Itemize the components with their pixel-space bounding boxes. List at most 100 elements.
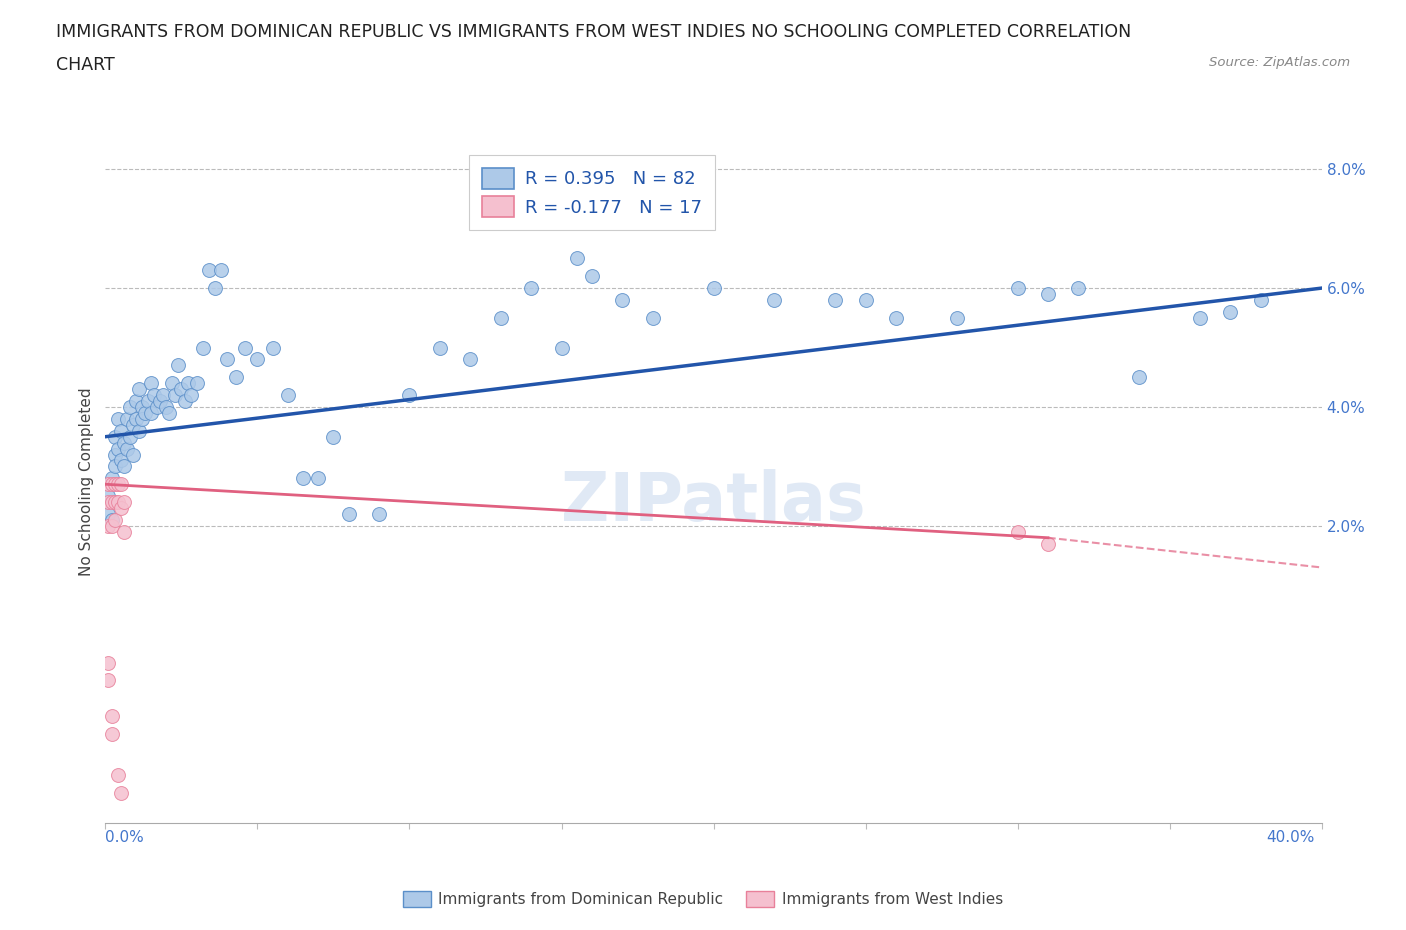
Point: [100, 726, 122, 741]
Point: [107, 495, 129, 510]
Point: [307, 471, 329, 485]
Point: [1067, 281, 1090, 296]
Point: [945, 311, 967, 325]
Point: [110, 423, 132, 438]
Point: [136, 393, 159, 408]
Point: [121, 447, 143, 462]
Point: [489, 311, 512, 325]
Point: [246, 352, 269, 366]
Point: [131, 400, 153, 415]
Point: [884, 311, 907, 325]
Point: [262, 340, 284, 355]
Point: [565, 251, 588, 266]
Point: [128, 423, 150, 438]
Point: [176, 376, 198, 391]
Point: [1036, 537, 1059, 551]
Point: [100, 709, 122, 724]
Point: [581, 269, 603, 284]
Point: [1036, 286, 1059, 301]
Point: [112, 495, 135, 510]
Point: [110, 786, 132, 801]
Point: [505, 215, 527, 230]
Point: [550, 340, 572, 355]
Point: [115, 411, 138, 426]
Point: [97, 507, 120, 522]
Point: [134, 405, 156, 420]
Point: [103, 477, 125, 492]
Point: [118, 400, 141, 415]
Point: [103, 447, 125, 462]
Text: ZIPatlas: ZIPatlas: [561, 469, 866, 535]
Point: [97, 495, 120, 510]
Point: [165, 388, 187, 403]
Point: [398, 388, 420, 403]
Point: [824, 293, 846, 308]
Point: [641, 311, 664, 325]
Point: [100, 512, 122, 527]
Point: [118, 430, 141, 445]
Text: Source: ZipAtlas.com: Source: ZipAtlas.com: [1209, 56, 1350, 69]
Point: [103, 459, 125, 474]
Point: [1219, 304, 1241, 319]
Point: [139, 376, 162, 391]
Point: [107, 411, 129, 426]
Point: [209, 263, 232, 278]
Text: 0.0%: 0.0%: [105, 830, 145, 844]
Point: [131, 411, 153, 426]
Point: [103, 495, 125, 510]
Point: [186, 376, 208, 391]
Point: [225, 370, 247, 385]
Point: [157, 405, 180, 420]
Point: [162, 376, 184, 391]
Y-axis label: No Schooling Completed: No Schooling Completed: [79, 387, 94, 576]
Point: [143, 388, 166, 403]
Point: [155, 400, 177, 415]
Point: [520, 281, 543, 296]
Point: [612, 293, 634, 308]
Point: [112, 525, 135, 539]
Point: [1007, 281, 1029, 296]
Point: [180, 388, 202, 403]
Point: [458, 352, 481, 366]
Legend: R = 0.395   N = 82, R = -0.177   N = 17: R = 0.395 N = 82, R = -0.177 N = 17: [470, 155, 714, 230]
Point: [97, 673, 120, 688]
Point: [855, 293, 877, 308]
Point: [112, 435, 135, 450]
Point: [170, 381, 193, 396]
Text: CHART: CHART: [56, 56, 115, 73]
Point: [322, 430, 344, 445]
Point: [100, 471, 122, 485]
Point: [292, 471, 315, 485]
Point: [100, 518, 122, 533]
Point: [152, 388, 174, 403]
Point: [107, 441, 129, 456]
Point: [100, 477, 122, 492]
Point: [368, 507, 391, 522]
Point: [149, 393, 172, 408]
Point: [125, 411, 148, 426]
Legend: Immigrants from Dominican Republic, Immigrants from West Indies: Immigrants from Dominican Republic, Immi…: [396, 884, 1010, 913]
Point: [125, 393, 148, 408]
Point: [97, 518, 120, 533]
Point: [128, 381, 150, 396]
Point: [337, 507, 360, 522]
Point: [217, 352, 239, 366]
Text: 40.0%: 40.0%: [1267, 830, 1315, 844]
Point: [1007, 525, 1029, 539]
Point: [173, 393, 195, 408]
Point: [107, 477, 129, 492]
Point: [763, 293, 786, 308]
Point: [139, 405, 162, 420]
Point: [121, 418, 143, 432]
Point: [191, 340, 214, 355]
Point: [429, 340, 451, 355]
Point: [97, 655, 120, 670]
Point: [1188, 311, 1211, 325]
Point: [233, 340, 256, 355]
Point: [198, 263, 221, 278]
Point: [277, 388, 299, 403]
Point: [110, 500, 132, 515]
Point: [1250, 293, 1272, 308]
Point: [103, 512, 125, 527]
Point: [110, 453, 132, 468]
